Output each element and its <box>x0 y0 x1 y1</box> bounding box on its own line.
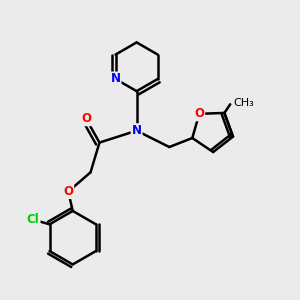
Text: O: O <box>194 107 204 120</box>
Text: CH₃: CH₃ <box>234 98 254 108</box>
Text: Cl: Cl <box>27 213 40 226</box>
Text: O: O <box>63 185 73 198</box>
Text: O: O <box>81 112 91 125</box>
Text: N: N <box>132 124 142 137</box>
Text: N: N <box>110 73 121 85</box>
